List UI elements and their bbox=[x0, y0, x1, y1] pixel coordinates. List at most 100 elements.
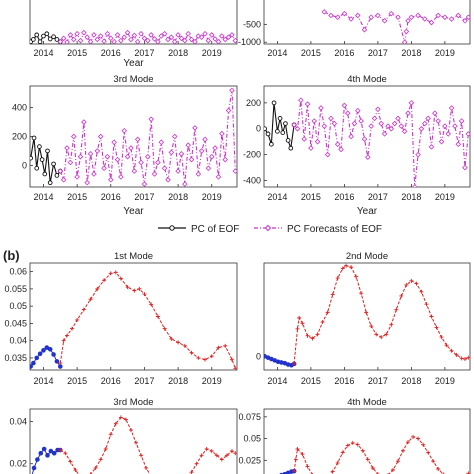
pc-point-a4 bbox=[265, 131, 271, 137]
plot-title-a3: 3rd Mode bbox=[113, 74, 153, 85]
forecast-point-a1 bbox=[202, 31, 208, 37]
forecast-point-a3 bbox=[195, 171, 202, 177]
y-tick-label-a4: 200 bbox=[246, 98, 261, 108]
forecast-point-a2 bbox=[435, 12, 441, 19]
forecast-point-a2 bbox=[415, 12, 421, 19]
forecast-point-a2 bbox=[465, 14, 470, 20]
forecast-point-a4 bbox=[334, 141, 341, 148]
forecast-point-a4 bbox=[378, 120, 385, 127]
forecast-point-a4 bbox=[438, 138, 445, 145]
pc-point-a4 bbox=[264, 126, 268, 132]
forecast-point-a3 bbox=[141, 181, 148, 187]
forecast-point-a4 bbox=[348, 133, 354, 140]
forecast-point-a3 bbox=[64, 145, 70, 151]
pc-point-a4 bbox=[277, 116, 283, 121]
series-group-a4 bbox=[264, 97, 470, 187]
y-tick-label-a4: 0 bbox=[256, 124, 261, 134]
forecast-point-b1 bbox=[176, 340, 181, 345]
forecast-point-a1 bbox=[57, 38, 64, 44]
forecast-point-a1 bbox=[161, 31, 168, 37]
forecast-point-b2 bbox=[399, 293, 404, 298]
forecast-point-a3 bbox=[198, 148, 205, 154]
forecast-point-a4 bbox=[395, 115, 401, 122]
forecast-point-a1 bbox=[101, 38, 107, 44]
forecast-point-a1 bbox=[145, 37, 151, 44]
x-tick-label-a1: 2015 bbox=[67, 48, 87, 58]
forecast-point-a3 bbox=[158, 139, 165, 146]
forecast-point-a1 bbox=[192, 38, 198, 44]
forecast-point-b3 bbox=[58, 448, 63, 453]
plot-title-b4: 4th Mode bbox=[347, 397, 387, 408]
forecast-point-b4 bbox=[401, 448, 406, 453]
forecast-point-b4 bbox=[466, 471, 470, 474]
panel-a-mode-2-plot: -1000 -500 2014 2015 2016 2017 2018 2019 bbox=[238, 0, 471, 58]
forecast-point-b4 bbox=[295, 447, 300, 451]
forecast-point-b2 bbox=[404, 282, 409, 287]
forecast-point-b4 bbox=[426, 450, 431, 455]
forecast-point-b2 bbox=[394, 307, 399, 312]
pc-point-a1 bbox=[31, 37, 36, 42]
x-tick-label-b1: 2017 bbox=[134, 376, 154, 386]
forecast-point-a1 bbox=[212, 36, 218, 42]
pc-point-b1 bbox=[54, 359, 60, 364]
pc-point-a3 bbox=[51, 161, 56, 167]
forecast-point-b2 bbox=[354, 274, 359, 279]
x-tick-label-a4: 2019 bbox=[435, 192, 455, 202]
pc-point-a4 bbox=[280, 130, 286, 135]
forecast-point-b2 bbox=[439, 335, 444, 340]
forecast-point-b2 bbox=[330, 292, 335, 297]
forecast-point-a3 bbox=[145, 153, 151, 160]
forecast-point-a3 bbox=[121, 127, 128, 134]
forecast-point-a4 bbox=[361, 136, 368, 142]
forecast-point-a3 bbox=[128, 145, 134, 151]
forecast-point-a3 bbox=[81, 119, 87, 125]
forecast-point-b3 bbox=[128, 428, 133, 433]
forecast-point-b1 bbox=[155, 314, 160, 319]
forecast-point-a3 bbox=[212, 145, 218, 151]
panel-b-mode-1-plot: 1st Mode 0.035 0.04 0.045 0.05 0.055 0.06 2014 2… bbox=[4, 251, 238, 386]
x-tick-label-a2: 2014 bbox=[267, 48, 287, 58]
legend-pc-marker bbox=[169, 225, 175, 231]
forecast-point-a1 bbox=[108, 35, 114, 42]
forecast-point-b3 bbox=[118, 415, 123, 420]
forecast-point-a4 bbox=[291, 122, 297, 128]
x-tick-label-a2: 2017 bbox=[368, 48, 388, 58]
forecast-point-b1 bbox=[81, 307, 86, 312]
forecast-point-b3 bbox=[219, 457, 224, 462]
forecast-point-a1 bbox=[141, 35, 148, 42]
forecast-point-a3 bbox=[185, 142, 191, 148]
x-tick-label-a3: 2018 bbox=[168, 192, 188, 202]
x-tick-label-a4: 2014 bbox=[267, 192, 287, 202]
forecast-point-a3 bbox=[205, 165, 212, 172]
forecast-point-b1 bbox=[75, 317, 80, 322]
forecast-series-line-b2 bbox=[293, 265, 469, 364]
legend-forecast-marker bbox=[264, 224, 272, 232]
series-group-a1 bbox=[30, 29, 237, 44]
forecast-point-b4 bbox=[293, 457, 298, 462]
forecast-point-a1 bbox=[175, 32, 181, 38]
forecast-point-a1 bbox=[182, 37, 188, 44]
forecast-point-a1 bbox=[131, 32, 138, 39]
y-tick-label-b3: 0.04 bbox=[9, 417, 27, 427]
panel-a-mode-1-plot: 2014 2015 2016 2017 2018 2019 Year bbox=[29, 0, 238, 69]
pc-point-a1 bbox=[51, 34, 56, 40]
forecast-point-b1 bbox=[209, 354, 214, 359]
forecast-point-a3 bbox=[215, 174, 222, 180]
forecast-point-b2 bbox=[454, 352, 459, 357]
pc-point-a3 bbox=[45, 148, 50, 154]
panel-b-mode-2-plot: 2nd Mode 0 2014 2015 2016 2017 2018 2019 bbox=[256, 251, 471, 386]
forecast-point-a3 bbox=[202, 136, 208, 143]
x-tick-label-a2: 2018 bbox=[401, 48, 421, 58]
pc-point-b1 bbox=[31, 360, 36, 366]
forecast-point-b3 bbox=[144, 465, 149, 470]
forecast-point-a1 bbox=[171, 38, 178, 44]
pc-point-a3 bbox=[39, 157, 45, 162]
forecast-point-a2 bbox=[448, 16, 455, 22]
x-tick-label-a1: 2019 bbox=[202, 48, 222, 58]
forecast-point-a4 bbox=[385, 123, 391, 129]
forecast-point-a3 bbox=[67, 159, 74, 166]
forecast-point-b2 bbox=[374, 332, 379, 337]
forecast-point-a3 bbox=[232, 168, 237, 174]
